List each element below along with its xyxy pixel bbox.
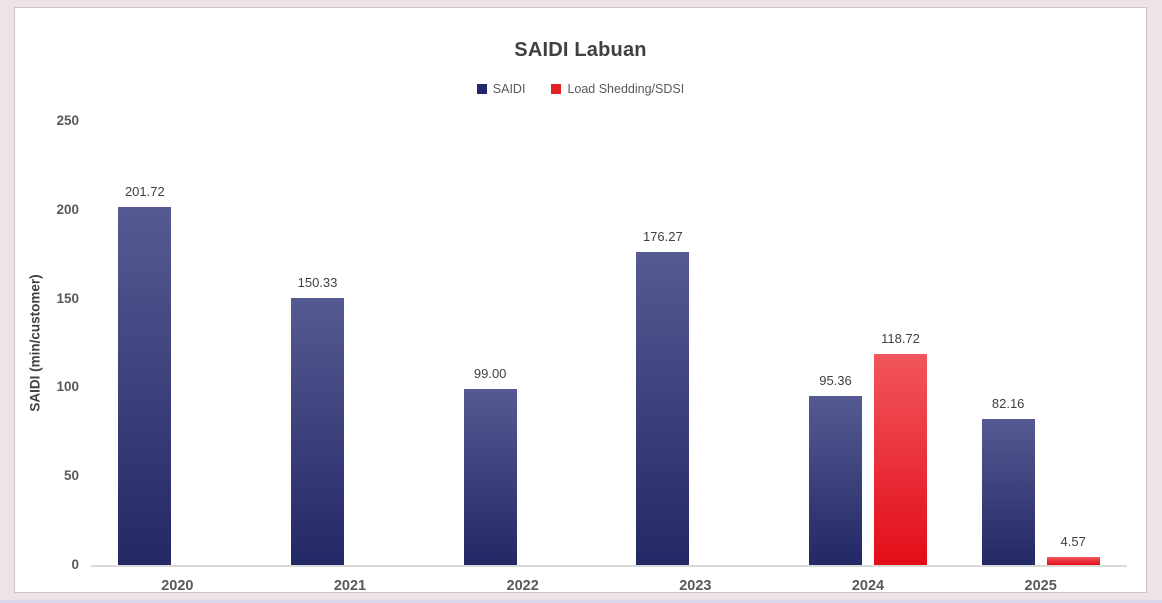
x-axis-label-2025: 2025 — [1024, 578, 1057, 594]
chart-object[interactable]: SAIDI Labuan SAIDI Load Shedding/SDSI SA… — [14, 7, 1147, 594]
bar-saidi-2022[interactable] — [463, 389, 517, 565]
bar-saidi-2020[interactable] — [118, 206, 172, 565]
load-shedding-series-swatch-icon — [551, 84, 562, 94]
bar-load-shedding-2024[interactable] — [874, 354, 927, 565]
y-axis-tick-label-150: 150 — [56, 290, 79, 306]
y-axis-tick-label-0: 0 — [71, 557, 79, 572]
bar-value-label-saidi-2021: 150.33 — [297, 275, 338, 290]
bar-load-shedding-2025[interactable] — [1046, 556, 1100, 565]
saidi-series-swatch-icon — [476, 84, 487, 94]
bar-value-label-load-shedding-2025: 4.57 — [1060, 533, 1086, 549]
legend-item-load-shedding[interactable]: Load Shedding/SDSI — [551, 82, 684, 96]
y-axis-tick-label-250: 250 — [56, 113, 79, 128]
worksheet-row-divider — [0, 600, 1162, 603]
bar-value-label-saidi-2024: 95.36 — [819, 372, 852, 388]
bar-saidi-2024[interactable] — [809, 395, 862, 565]
x-axis-label-2021: 2021 — [333, 578, 367, 594]
y-axis-tick-label-200: 200 — [56, 201, 79, 217]
bar-saidi-2021[interactable] — [291, 298, 344, 565]
bar-saidi-2023[interactable] — [636, 251, 690, 565]
bar-value-label-saidi-2022: 99.00 — [473, 366, 507, 382]
bar-value-label-saidi-2023: 176.27 — [642, 228, 683, 244]
bar-value-label-saidi-2025: 82.16 — [991, 396, 1025, 412]
y-axis-tick-label-100: 100 — [56, 379, 79, 395]
legend-item-saidi[interactable]: SAIDI — [476, 82, 526, 96]
bar-value-label-load-shedding-2024: 118.72 — [881, 331, 920, 347]
x-axis-label-2022: 2022 — [506, 578, 539, 594]
chart-title: SAIDI Labuan — [514, 39, 647, 61]
x-axis-label-2023: 2023 — [679, 578, 712, 594]
legend: SAIDI Load Shedding/SDSI — [15, 82, 1146, 96]
legend-label-saidi: SAIDI — [492, 82, 526, 96]
y-axis-tick-label-50: 50 — [63, 468, 79, 484]
x-axis-line — [91, 565, 1127, 567]
plot-area: 0 50 100 150 200 250 2020 201.72 2021 150.33 2022 9… — [15, 8, 1146, 594]
bar-value-label-saidi-2020: 201.72 — [124, 183, 165, 199]
legend-label-load-shedding: Load Shedding/SDSI — [567, 82, 685, 96]
x-axis-label-2024: 2024 — [851, 578, 885, 594]
x-axis-label-2020: 2020 — [161, 578, 194, 594]
bar-saidi-2025[interactable] — [981, 419, 1035, 565]
